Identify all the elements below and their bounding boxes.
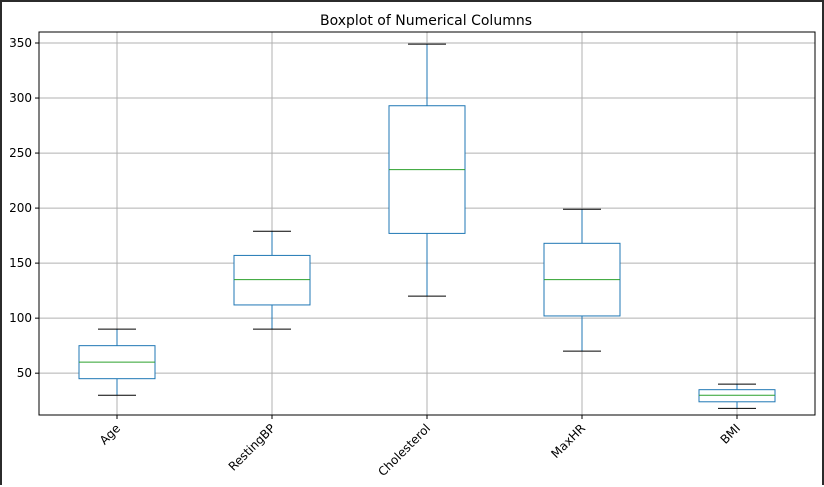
box-maxhr [543, 208, 621, 352]
y-tick-label: 200 [9, 201, 32, 215]
y-tick-label: 100 [9, 311, 32, 325]
x-tick-label: BMI [718, 421, 744, 447]
x-tick-label: RestingBP [226, 421, 278, 473]
y-tick-label: 150 [9, 256, 32, 270]
box-layer [78, 43, 776, 409]
box-age [78, 328, 156, 396]
y-tick-label: 350 [9, 36, 32, 50]
box-bmi [698, 383, 776, 409]
x-tick-label: Age [97, 421, 123, 447]
box-cholesterol [388, 43, 466, 297]
y-tick-label: 50 [17, 366, 32, 380]
axis-layer: 50 100 150 200 250 300 350 Age RestingBP Choleste… [9, 36, 743, 479]
x-tick-label: MaxHR [548, 421, 588, 461]
chart-title: Boxplot of Numerical Columns [320, 13, 532, 29]
y-tick-label: 300 [9, 91, 32, 105]
iqr-box [233, 254, 311, 306]
x-tick-label: Cholesterol [375, 421, 433, 479]
y-tick-label: 250 [9, 146, 32, 160]
box-restingbp [233, 230, 311, 330]
iqr-box [698, 389, 776, 403]
